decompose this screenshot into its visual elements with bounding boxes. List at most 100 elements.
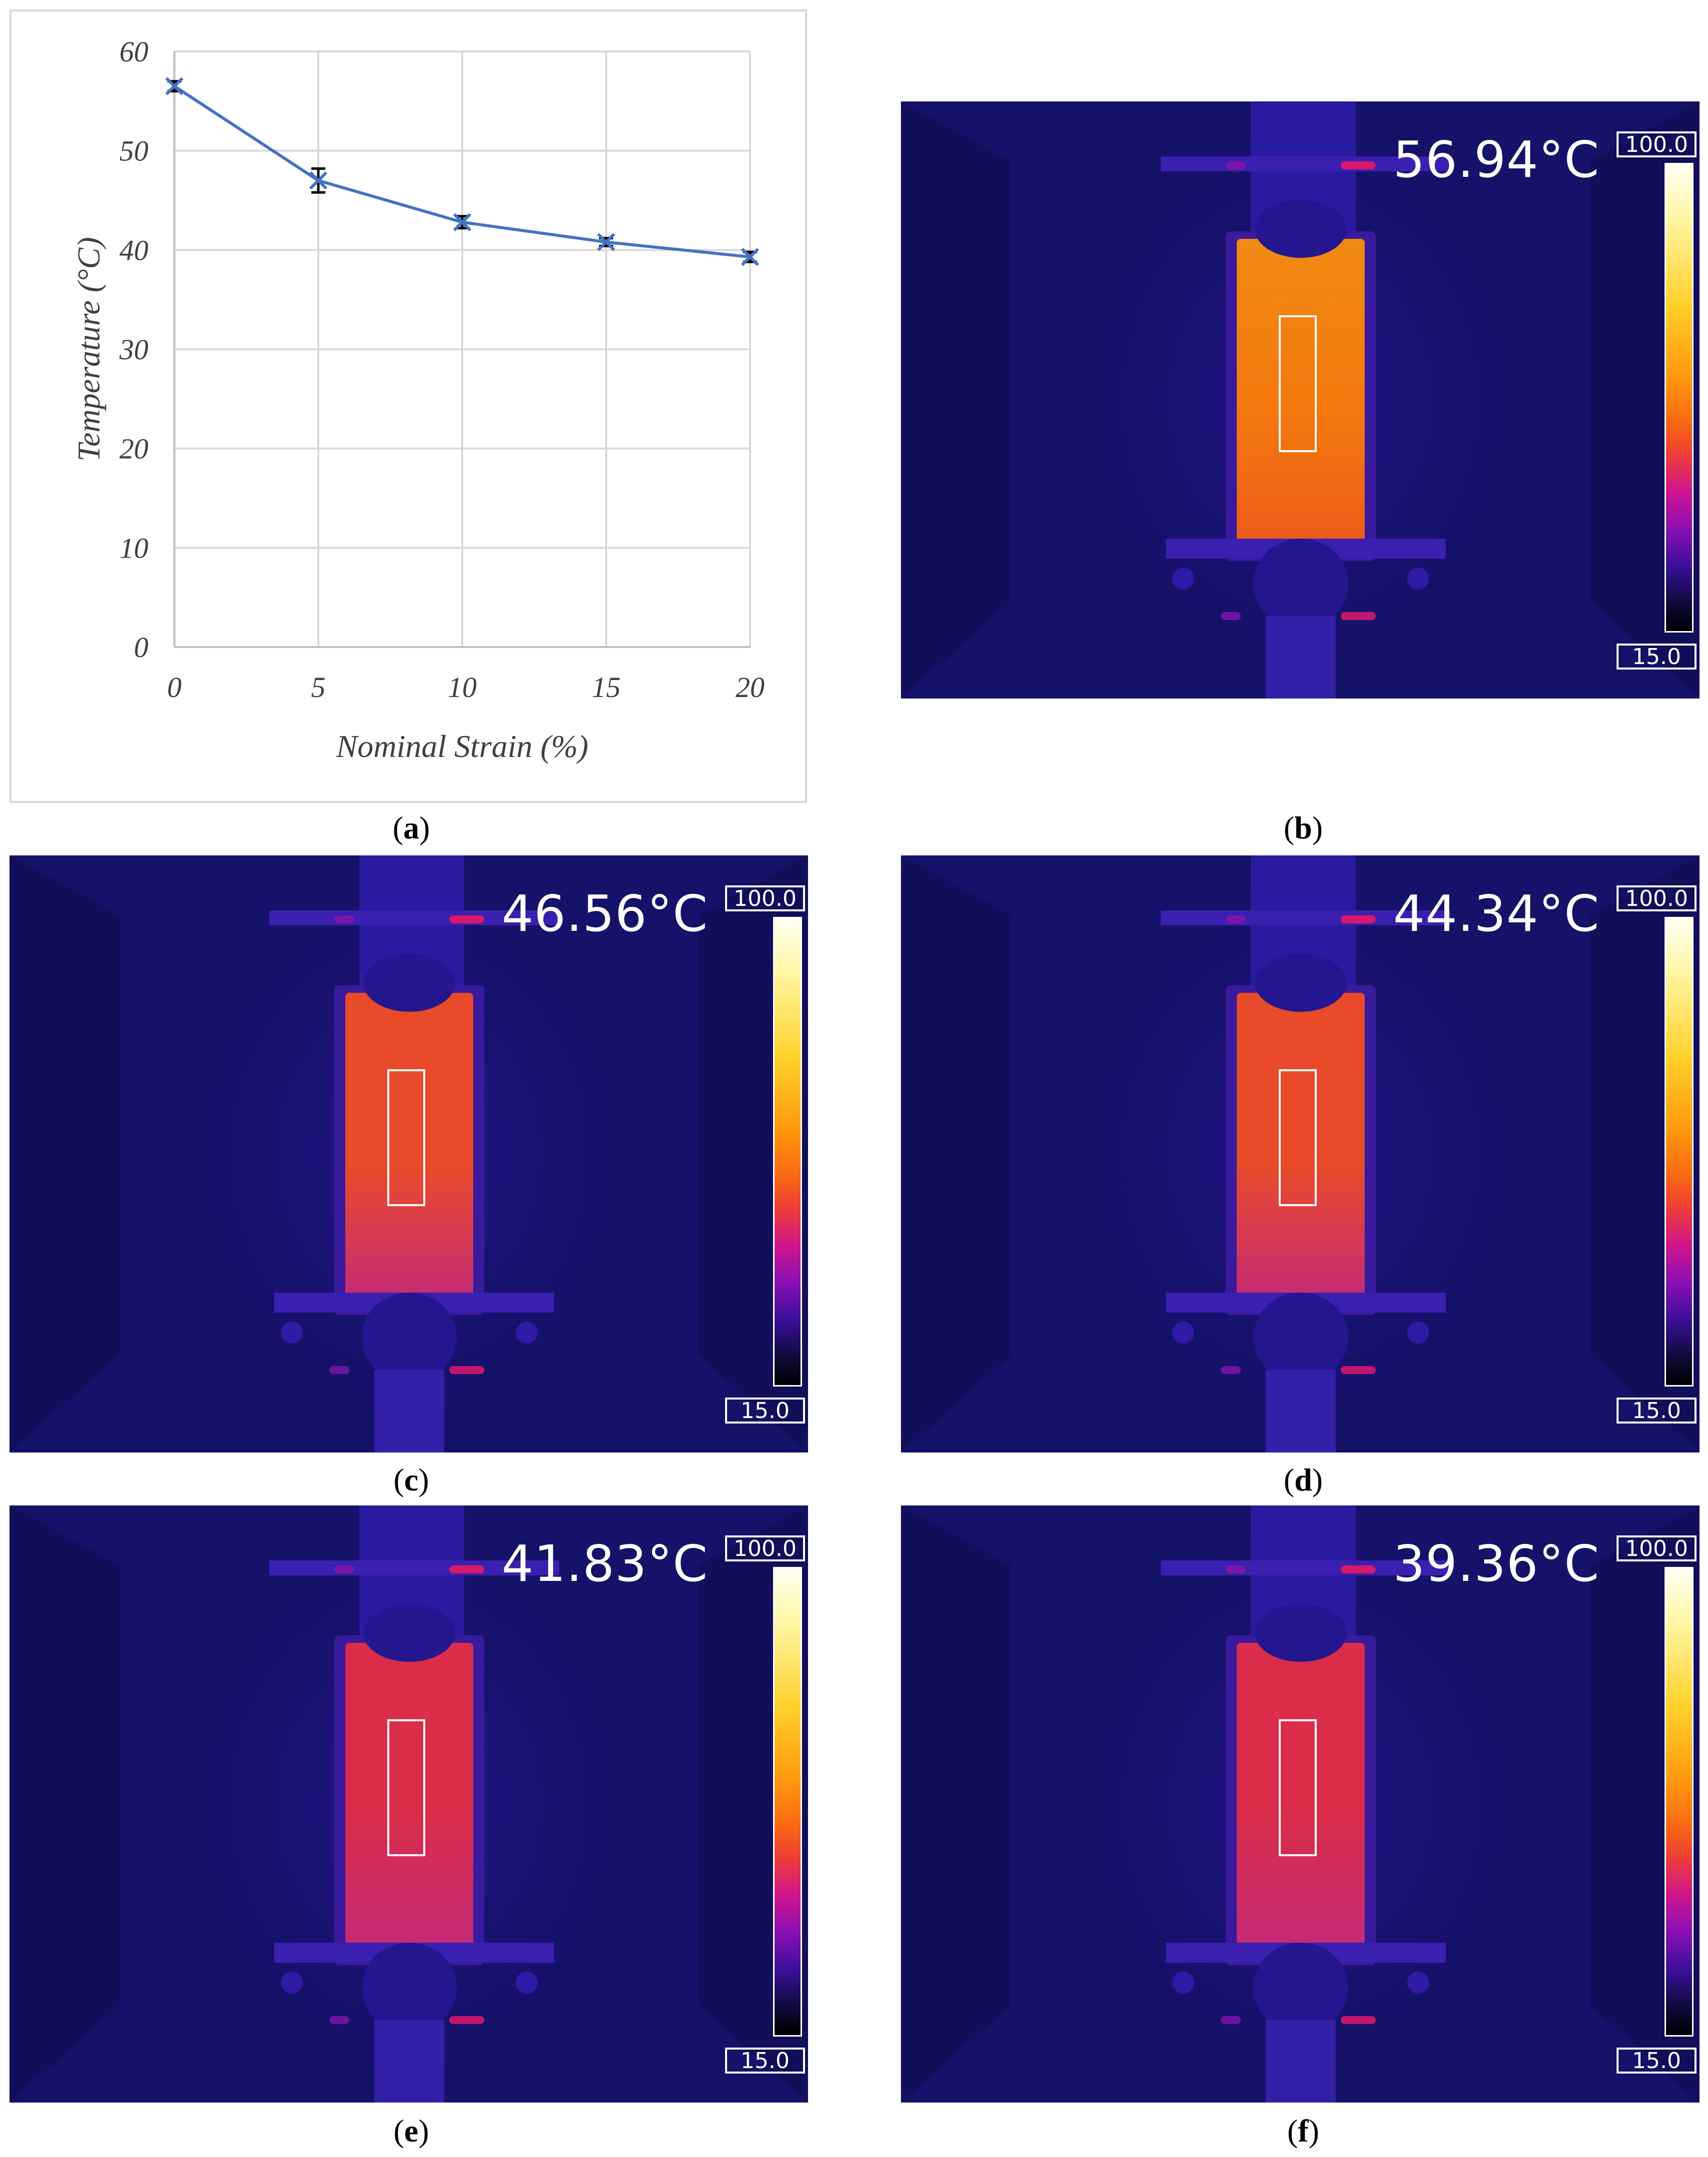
- lower-rod: [374, 1370, 444, 1452]
- lower-hotspot-small: [1221, 612, 1241, 620]
- chamber-wall-left: [9, 1505, 119, 2103]
- upper-hotspot-small: [1226, 915, 1246, 923]
- upper-crossbar: [1161, 910, 1451, 925]
- lower-hotspot-small: [1221, 2016, 1241, 2024]
- chamber-wall-left: [901, 855, 1011, 1452]
- caption-d: (d): [1283, 1462, 1323, 1497]
- upper-grip-head: [363, 954, 455, 1012]
- lower-hotspot: [1341, 1366, 1376, 1374]
- y-tick-label: 50: [119, 135, 148, 167]
- lower-hotspot-small: [1221, 1366, 1241, 1374]
- thermal-image-d: 44.34°C 100.0 15.0: [901, 855, 1700, 1452]
- specimen-heated: [1237, 993, 1365, 1308]
- upper-grip-head: [1255, 1604, 1347, 1662]
- lower-hotspot-small: [329, 1366, 349, 1374]
- upper-grip-head: [1255, 200, 1347, 258]
- y-tick-label: 40: [119, 234, 148, 266]
- lower-hotspot: [449, 2016, 484, 2024]
- x-axis-label: Nominal Strain (%): [336, 728, 589, 764]
- specimen-heated: [1237, 1643, 1365, 1958]
- lower-bolt-left: [1172, 568, 1194, 590]
- lower-rod: [1266, 1370, 1336, 1452]
- upper-hotspot-small: [334, 1565, 354, 1573]
- measurement-box: [1279, 1069, 1317, 1206]
- chamber-wall-left: [901, 1505, 1011, 2103]
- lower-grip-head: [1253, 1293, 1348, 1383]
- lower-bolt-left: [1172, 1972, 1194, 1994]
- data-point: [597, 233, 616, 251]
- x-tick-label: 5: [311, 671, 326, 704]
- thermal-scene: [9, 1505, 808, 2103]
- x-tick-label: 10: [448, 671, 477, 704]
- temperature-readout: 41.83°C: [501, 1534, 708, 1593]
- temperature-readout: 46.56°C: [501, 884, 708, 943]
- lower-hotspot-small: [329, 2016, 349, 2024]
- measurement-box: [387, 1069, 425, 1206]
- scale-min-label: 15.0: [1617, 644, 1697, 670]
- thermal-scene: [901, 101, 1700, 699]
- upper-hotspot-small: [1226, 161, 1246, 169]
- data-point: [453, 213, 472, 231]
- scale-max-label: 100.0: [725, 885, 805, 911]
- lower-rod: [374, 2020, 444, 2103]
- scale-max-label: 100.0: [1617, 885, 1697, 911]
- lower-hotspot: [1341, 2016, 1376, 2024]
- lower-bolt-right: [1407, 1972, 1429, 1994]
- lower-grip-head: [1253, 1943, 1348, 2033]
- thermal-image-f: 39.36°C 100.0 15.0: [901, 1505, 1700, 2103]
- chamber-wall-left: [901, 101, 1011, 699]
- caption-e: (e): [393, 2113, 429, 2149]
- upper-crossbar: [269, 1560, 559, 1575]
- data-point: [309, 171, 328, 190]
- upper-hotspot: [1341, 1565, 1376, 1573]
- lower-rod: [1266, 616, 1336, 699]
- temperature-strain-chart: 0 10 20 30 40 50 60 0 5 10 15 20 Nominal Strain (%) T…: [71, 35, 765, 764]
- upper-crossbar: [1161, 156, 1451, 171]
- lower-grip-head: [362, 1943, 457, 2033]
- thermal-scene: [9, 855, 808, 1452]
- lower-grip-head: [1253, 539, 1348, 629]
- scale-max-label: 100.0: [725, 1535, 805, 1561]
- upper-hotspot-small: [1226, 1565, 1246, 1573]
- colorbar: [773, 1567, 802, 2037]
- y-tick-label: 0: [134, 631, 148, 664]
- upper-hotspot-small: [334, 915, 354, 923]
- scale-min-label: 15.0: [725, 1398, 805, 1424]
- colorbar: [1665, 1567, 1694, 2037]
- lower-bolt-right: [516, 1972, 538, 1994]
- upper-crossbar: [269, 910, 559, 925]
- colorbar: [773, 917, 802, 1387]
- measurement-box: [1279, 315, 1317, 452]
- lower-bolt-right: [1407, 568, 1429, 590]
- lower-bolt-right: [516, 1322, 538, 1344]
- lower-grip-head: [362, 1293, 457, 1383]
- x-tick-label: 0: [167, 671, 182, 704]
- upper-hotspot: [449, 915, 484, 923]
- y-tick-label: 60: [119, 35, 148, 68]
- caption-b: (b): [1283, 810, 1323, 845]
- thermal-image-c: 46.56°C 100.0 15.0: [9, 855, 808, 1452]
- caption-f: (f): [1287, 2113, 1319, 2149]
- measurement-box: [387, 1719, 425, 1856]
- upper-grip-head: [1255, 954, 1347, 1012]
- thermal-image-e: 41.83°C 100.0 15.0: [9, 1505, 808, 2103]
- specimen-heated: [1237, 239, 1365, 554]
- caption-a: (a): [392, 810, 430, 845]
- y-tick-label: 30: [119, 333, 148, 366]
- upper-hotspot: [1341, 161, 1376, 169]
- thermal-image-b: 56.94°C 100.0 15.0: [901, 101, 1700, 699]
- upper-hotspot: [449, 1565, 484, 1573]
- thermal-scene: [901, 1505, 1700, 2103]
- data-point: [165, 77, 184, 95]
- temperature-readout: 39.36°C: [1393, 1534, 1600, 1593]
- chamber-wall-left: [9, 855, 119, 1452]
- upper-hotspot: [1341, 915, 1376, 923]
- colorbar: [1665, 917, 1694, 1387]
- x-tick-label: 15: [592, 671, 621, 704]
- scale-max-label: 100.0: [1617, 1535, 1697, 1561]
- x-tick-label: 20: [736, 671, 765, 704]
- y-axis-label: Temperature (°C): [71, 237, 106, 461]
- y-tick-label: 10: [119, 532, 148, 564]
- scale-min-label: 15.0: [725, 2048, 805, 2074]
- y-tick-label: 20: [119, 433, 148, 465]
